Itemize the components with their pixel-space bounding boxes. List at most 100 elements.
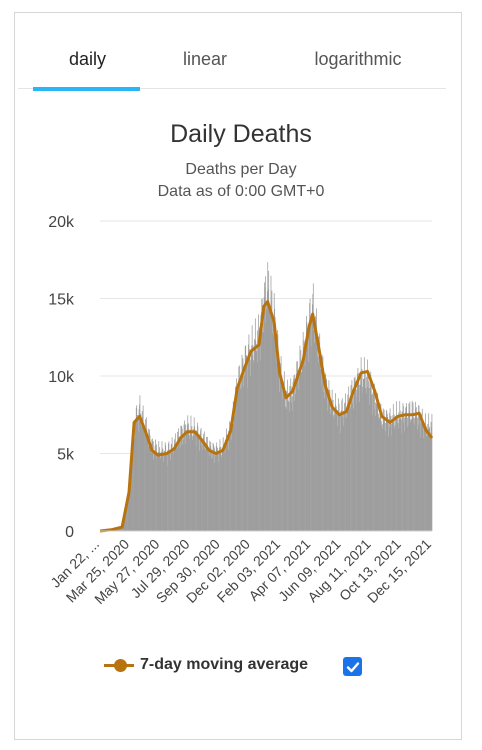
daily-deaths-bar	[171, 443, 173, 531]
daily-deaths-bar	[322, 362, 323, 531]
daily-deaths-bar	[346, 409, 347, 531]
daily-deaths-bar	[363, 378, 364, 531]
daily-deaths-bar	[210, 442, 212, 531]
daily-deaths-bar	[192, 440, 194, 531]
daily-deaths-bar	[247, 361, 248, 531]
daily-deaths-bar	[125, 509, 127, 531]
daily-deaths-bar	[280, 363, 282, 531]
daily-deaths-bar	[352, 396, 354, 531]
chart-subtitle: Deaths per Day	[185, 161, 297, 178]
daily-deaths-bar	[318, 336, 320, 531]
daily-deaths-bar	[421, 413, 423, 531]
legend[interactable]: 7-day moving average	[104, 652, 308, 678]
daily-deaths-bar	[248, 344, 249, 531]
daily-deaths-bar	[221, 447, 223, 531]
daily-deaths-bar	[281, 377, 283, 531]
daily-deaths-bar	[172, 448, 174, 531]
daily-deaths-bar	[308, 328, 310, 531]
daily-deaths-bar	[143, 424, 144, 531]
daily-deaths-bar	[419, 413, 420, 531]
daily-deaths-bar	[157, 453, 159, 531]
daily-deaths-bar	[128, 489, 130, 531]
daily-deaths-bar	[272, 317, 274, 531]
daily-deaths-bar	[338, 398, 339, 531]
daily-deaths-bar	[362, 392, 363, 531]
moving-average-checkbox[interactable]	[343, 657, 362, 676]
daily-deaths-bar	[287, 395, 289, 531]
daily-deaths-bar	[427, 423, 429, 531]
tab-daily[interactable]: daily	[68, 49, 107, 69]
daily-deaths-bar	[246, 388, 248, 531]
daily-deaths-bar	[349, 406, 351, 531]
daily-deaths-bar	[295, 373, 297, 531]
daily-deaths-bar	[181, 425, 183, 531]
active-tab-indicator	[33, 87, 140, 91]
tab-logarithmic[interactable]: logarithmic	[314, 49, 402, 69]
daily-deaths-bar	[162, 448, 163, 531]
daily-deaths-bar	[381, 424, 383, 531]
daily-deaths-bar	[424, 424, 425, 531]
daily-deaths-bar	[177, 437, 179, 531]
daily-deaths-bar	[155, 448, 157, 531]
daily-deaths-bar	[198, 436, 200, 531]
daily-deaths-bar	[305, 353, 307, 531]
daily-deaths-bar	[197, 422, 198, 531]
daily-deaths-bar	[193, 435, 195, 531]
daily-deaths-bar	[147, 437, 149, 531]
daily-deaths-bar	[387, 436, 389, 531]
daily-deaths-bar	[166, 452, 167, 531]
daily-deaths-bar	[174, 433, 176, 531]
daily-deaths-bar	[341, 398, 343, 531]
daily-deaths-bar	[157, 452, 159, 531]
daily-deaths-bar	[380, 421, 382, 531]
daily-deaths-bar	[398, 419, 400, 531]
daily-deaths-bar	[425, 413, 426, 531]
daily-deaths-bar	[297, 361, 299, 531]
daily-deaths-bar	[408, 403, 410, 531]
daily-deaths-bar	[149, 435, 151, 531]
daily-deaths-bar	[301, 372, 303, 531]
daily-deaths-bar	[357, 367, 359, 531]
daily-deaths-bar	[145, 419, 146, 531]
daily-deaths-bar	[353, 377, 355, 531]
daily-deaths-bar	[225, 443, 227, 531]
daily-deaths-bar	[335, 406, 337, 531]
daily-deaths-bar	[277, 334, 279, 531]
daily-deaths-bar	[338, 403, 340, 531]
daily-deaths-bar	[228, 430, 230, 531]
daily-deaths-bar	[415, 407, 417, 531]
daily-deaths-bar	[306, 330, 308, 531]
daily-deaths-bar	[219, 447, 220, 531]
daily-deaths-bar	[298, 377, 300, 531]
y-tick-label: 20k	[48, 214, 75, 231]
daily-deaths-bar	[252, 355, 253, 531]
daily-deaths-bar	[310, 323, 311, 531]
daily-deaths-bar	[239, 365, 241, 531]
daily-deaths-bar	[190, 415, 192, 531]
daily-deaths-bar	[285, 408, 287, 531]
daily-deaths-bar	[294, 386, 296, 531]
tab-divider	[18, 88, 446, 89]
daily-deaths-bar	[424, 423, 426, 531]
daily-deaths-bar	[193, 417, 195, 531]
daily-deaths-bar	[137, 414, 139, 531]
daily-deaths-bar	[266, 302, 267, 531]
moving-average-line	[99, 300, 434, 533]
daily-deaths-bar	[298, 377, 299, 531]
daily-deaths-bar	[242, 362, 243, 531]
daily-deaths-bar	[396, 416, 398, 531]
daily-deaths-bar	[384, 431, 386, 531]
tab-linear[interactable]: linear	[182, 49, 228, 69]
daily-deaths-bar	[336, 414, 338, 531]
daily-deaths-bar	[332, 407, 333, 531]
daily-deaths-bar	[387, 417, 389, 531]
daily-deaths-bar	[205, 448, 207, 531]
daily-deaths-bar	[140, 426, 142, 531]
daily-deaths-bar	[191, 436, 193, 531]
daily-deaths-bar	[311, 346, 312, 531]
daily-deaths-bar	[278, 391, 280, 531]
daily-deaths-bar	[303, 340, 305, 531]
daily-deaths-bar	[363, 378, 365, 531]
daily-deaths-bar	[295, 394, 297, 531]
daily-deaths-bar	[263, 297, 265, 531]
